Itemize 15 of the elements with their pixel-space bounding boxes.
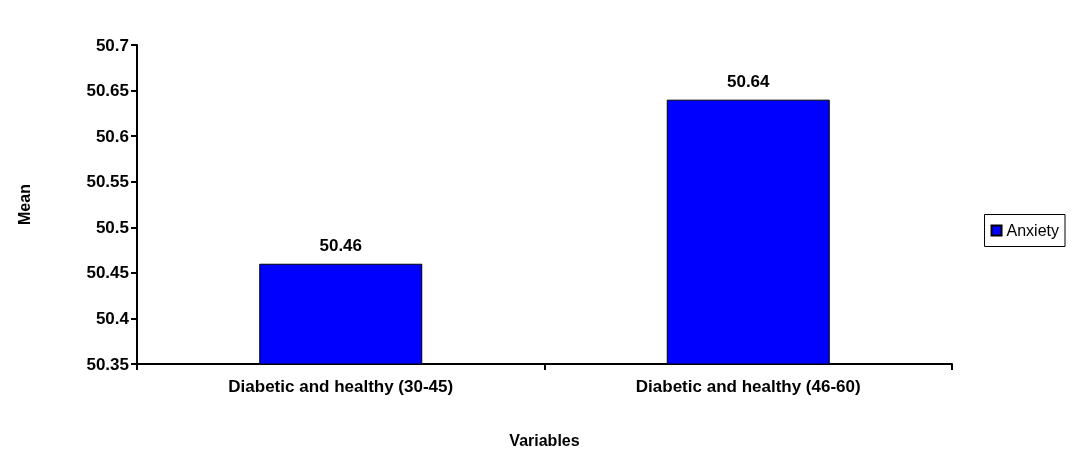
y-tick-label: 50.45 [86,263,129,283]
y-tick-label: 50.7 [95,35,129,55]
x-tick-label: Diabetic and healthy (30-45) [228,377,454,396]
data-label: 50.64 [726,71,771,91]
legend-label: Anxiety [1006,222,1059,239]
y-axis-title: Mean [15,184,33,225]
y-tick-label: 50.55 [86,172,129,192]
y-tick-label: 50.6 [95,126,129,146]
y-tick-label: 50.4 [95,308,130,328]
data-label: 50.46 [319,235,363,255]
y-tick-label: 50.35 [86,354,129,374]
x-axis-title: Variables [509,431,580,449]
x-tick-label: Diabetic and healthy (46-60) [635,377,861,396]
y-tick-label: 50.5 [95,217,129,237]
y-tick-label: 50.65 [86,81,129,101]
